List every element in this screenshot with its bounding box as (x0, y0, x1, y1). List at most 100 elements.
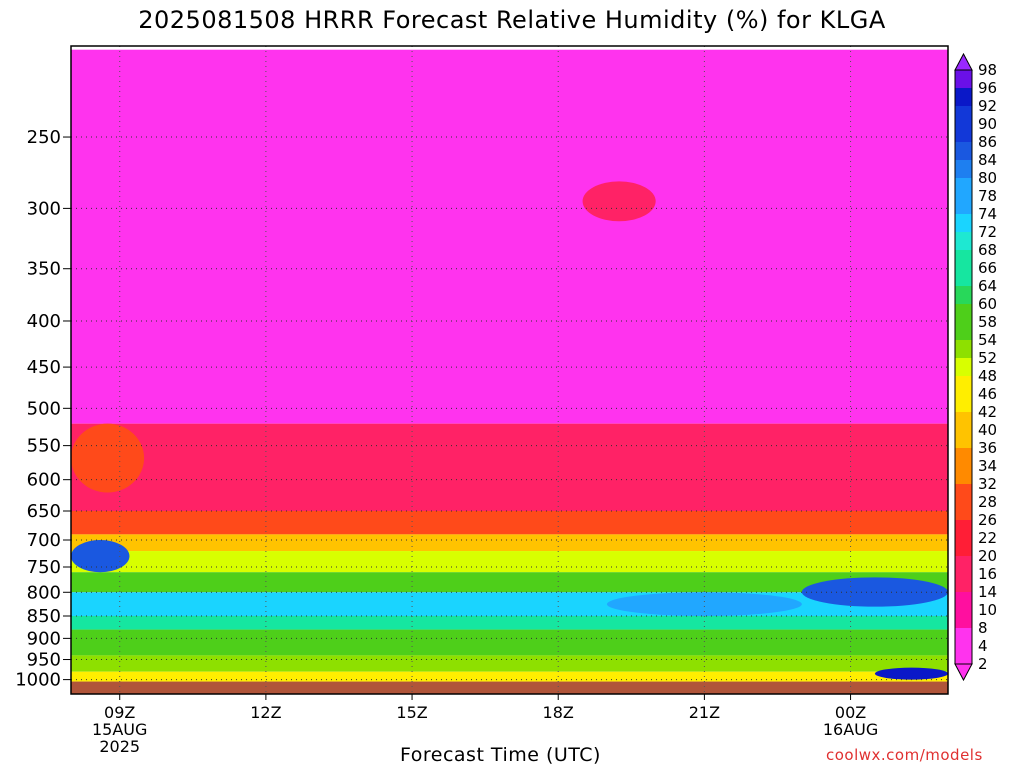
rh-feature-3 (606, 592, 802, 617)
colorbar-segment (955, 160, 972, 179)
colorbar-label: 74 (978, 205, 997, 223)
colorbar-segment (955, 178, 972, 197)
colorbar-label: 48 (978, 367, 997, 385)
y-tick-label: 400 (27, 311, 61, 332)
colorbar-label: 4 (978, 637, 988, 655)
rh-layer-7 (71, 616, 948, 630)
colorbar-label: 66 (978, 259, 997, 277)
x-axis-title: Forecast Time (UTC) (400, 744, 601, 766)
colorbar-label: 26 (978, 511, 997, 529)
colorbar-label: 60 (978, 295, 997, 313)
colorbar: 2481014162022262832343640424648525458606… (954, 52, 997, 682)
y-tick-label: 900 (27, 628, 61, 649)
x-tick-label: 16AUG (823, 720, 878, 739)
colorbar-segment (955, 556, 972, 575)
colorbar-label: 96 (978, 79, 997, 97)
y-tick-label: 650 (27, 501, 61, 522)
rh-feature-0 (71, 540, 130, 573)
rh-layer-2 (71, 511, 948, 535)
rh-feature-4 (71, 423, 145, 493)
colorbar-label: 46 (978, 385, 997, 403)
colorbar-segment (955, 196, 972, 215)
y-tick-label: 350 (27, 259, 61, 280)
chart-title: 2025081508 HRRR Forecast Relative Humidi… (138, 6, 886, 34)
colorbar-label: 72 (978, 223, 997, 241)
colorbar-label: 58 (978, 313, 997, 331)
colorbar-segment (955, 448, 972, 467)
colorbar-label: 98 (978, 61, 997, 79)
colorbar-label: 80 (978, 169, 997, 187)
colorbar-segment (955, 214, 972, 233)
colorbar-segment (955, 142, 972, 161)
colorbar-label: 34 (978, 457, 997, 475)
y-tick-label: 750 (27, 557, 61, 578)
colorbar-label: 84 (978, 151, 997, 169)
colorbar-segment (955, 304, 972, 323)
colorbar-segment (955, 268, 972, 287)
y-tick-label: 250 (27, 127, 61, 148)
colorbar-segment (955, 340, 972, 359)
y-tick-label: 800 (27, 582, 61, 603)
x-tick-label: 00Z (835, 703, 866, 722)
colorbar-segment (955, 610, 972, 629)
colorbar-segment (955, 484, 972, 503)
grid-lines (71, 46, 948, 694)
rh-layer-0 (71, 49, 948, 424)
colorbar-label: 32 (978, 475, 997, 493)
y-tick-label: 700 (27, 530, 61, 551)
colorbar-segment (955, 592, 972, 611)
colorbar-segment (955, 376, 972, 395)
colorbar-segment (955, 88, 972, 107)
x-tick-label: 18Z (543, 703, 574, 722)
rh-feature-1 (801, 577, 948, 607)
colorbar-label: 68 (978, 241, 997, 259)
colorbar-segment (955, 106, 972, 125)
colorbar-segment (955, 466, 972, 485)
x-tick-label: 15Z (396, 703, 427, 722)
colorbar-segment (955, 286, 972, 305)
colorbar-segment (955, 232, 972, 251)
rh-field (71, 49, 948, 694)
colorbar-segment (955, 538, 972, 557)
x-tick-label: 21Z (689, 703, 720, 722)
colorbar-segment (955, 646, 972, 665)
x-tick-label: 12Z (250, 703, 281, 722)
y-tick-label: 950 (27, 650, 61, 671)
rh-layer-1 (71, 423, 948, 512)
rh-layer-9 (71, 655, 948, 672)
colorbar-label: 86 (978, 133, 997, 151)
rh-layer-8 (71, 629, 948, 656)
colorbar-frame (954, 69, 973, 665)
colorbar-segment (955, 70, 972, 89)
colorbar-label: 92 (978, 97, 997, 115)
colorbar-label: 54 (978, 331, 997, 349)
y-tick-label: 850 (27, 606, 61, 627)
colorbar-segment (955, 502, 972, 521)
colorbar-segment (955, 394, 972, 413)
y-tick-label: 300 (27, 198, 61, 219)
colorbar-top-arrow (954, 52, 973, 71)
colorbar-segment (955, 322, 972, 341)
rh-feature-5 (582, 181, 656, 222)
colorbar-label: 8 (978, 619, 988, 637)
colorbar-segment (955, 358, 972, 377)
colorbar-bottom-arrow (954, 663, 973, 682)
x-tick-label: 2025 (99, 737, 140, 756)
y-tick-label: 500 (27, 398, 61, 419)
colorbar-label: 16 (978, 565, 997, 583)
colorbar-label: 52 (978, 349, 997, 367)
colorbar-label: 64 (978, 277, 997, 295)
rh-layer-5 (71, 572, 948, 593)
rh-feature-2 (874, 667, 948, 680)
colorbar-label: 36 (978, 439, 997, 457)
x-tick-label: 09Z (104, 703, 135, 722)
x-tick-label: 15AUG (92, 720, 147, 739)
colorbar-segment (955, 574, 972, 593)
y-tick-label: 600 (27, 470, 61, 491)
colorbar-label: 10 (978, 601, 997, 619)
colorbar-segment (955, 430, 972, 449)
ground-strip (71, 681, 948, 694)
colorbar-label: 90 (978, 115, 997, 133)
